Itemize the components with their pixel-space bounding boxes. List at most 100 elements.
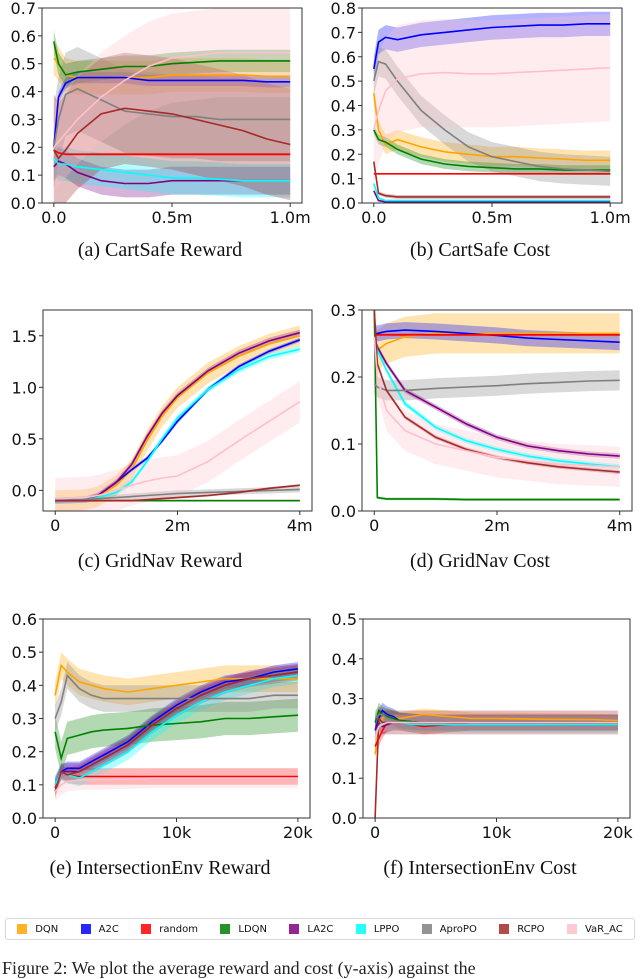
- legend-item: VaR_AC: [566, 924, 623, 935]
- band-var_ac: [55, 768, 298, 802]
- line-dqn: [55, 335, 301, 502]
- y-tick-label: 0.6: [11, 27, 36, 46]
- line-a2c: [374, 329, 620, 343]
- x-tick-label: 4m: [607, 516, 633, 535]
- band-dqn: [374, 313, 620, 371]
- band-la2c: [55, 663, 298, 794]
- band-var_ac: [373, 14, 611, 184]
- y-tick-label: 0.2: [331, 145, 356, 164]
- band-a2c: [375, 702, 618, 739]
- y-tick-label: 0.1: [331, 170, 356, 189]
- y-tick-label: 0.5: [332, 610, 357, 629]
- y-tick-label: 0.6: [331, 48, 356, 67]
- y-tick-label: 0.5: [331, 72, 356, 91]
- legend-label: LA2C: [307, 923, 334, 935]
- legend-item: random: [141, 924, 198, 935]
- y-tick-label: 0.3: [331, 301, 356, 320]
- y-tick-label: 0.3: [332, 690, 357, 709]
- band-var_ac: [55, 381, 300, 511]
- x-tick-label: 0: [370, 823, 380, 842]
- y-tick-label: 0.0: [332, 809, 357, 828]
- line-apropo: [373, 379, 620, 392]
- line-a2c: [373, 22, 611, 70]
- line-var_ac: [54, 777, 298, 793]
- caption-c: (c) GridNav Reward: [77, 550, 243, 572]
- x-tick-label: 1.0m: [270, 208, 311, 227]
- y-tick-label: 0.5: [11, 55, 36, 74]
- chart-intersection-cost: 0.0 0.1 0.2 0.3 0.4 0.5 0 10k 20k: [332, 610, 634, 842]
- y-tick-label: 0.1: [331, 435, 356, 454]
- x-tick-label: 20k: [603, 823, 633, 842]
- legend-swatch: [80, 924, 91, 934]
- x-tick-label: 0: [369, 516, 379, 535]
- x-tick-label: 2m: [165, 516, 191, 535]
- line-rcpo: [373, 161, 611, 198]
- y-tick-label: 0.0: [12, 809, 37, 828]
- band-ldqn: [373, 125, 611, 175]
- line-apropo: [373, 60, 611, 173]
- x-tick-label: 1.0m: [590, 208, 631, 227]
- panel-f: 0.0 0.1 0.2 0.3 0.4 0.5 0 10k 20k: [320, 600, 640, 842]
- line-lppo: [53, 157, 291, 182]
- line-var_ac: [53, 51, 291, 148]
- y-tick-label: 1.5: [12, 327, 37, 346]
- x-tick-label: 10k: [482, 823, 512, 842]
- legend-swatch: [499, 924, 510, 934]
- legend-swatch: [17, 924, 28, 934]
- legend-swatch: [141, 924, 152, 934]
- x-tick-label: 0: [50, 516, 60, 535]
- line-apropo: [53, 87, 291, 148]
- line-lppo: [55, 348, 300, 502]
- y-tick-label: 0.7: [331, 23, 356, 42]
- line-var_ac: [374, 721, 618, 739]
- line-dqn: [373, 93, 611, 162]
- y-tick-label: 0.4: [11, 83, 36, 102]
- band-lppo: [373, 182, 611, 202]
- band-la2c: [375, 714, 618, 739]
- line-var_ac: [55, 401, 301, 500]
- legend-item: RCPO: [499, 923, 545, 935]
- band-apropo: [55, 662, 298, 732]
- band-lppo: [55, 667, 298, 794]
- caption-a: (a) CartSafe Reward: [77, 239, 243, 261]
- y-tick-label: 0.0: [12, 481, 37, 500]
- legend-swatch: [355, 924, 366, 934]
- figure-caption: Figure 2: We plot the average reward and…: [2, 958, 476, 978]
- x-tick-label: 0.0: [41, 208, 66, 227]
- band-dqn: [375, 708, 618, 761]
- y-tick-label: 0.4: [331, 97, 356, 116]
- line-ldqn: [373, 129, 611, 171]
- band-random: [55, 763, 298, 797]
- legend-label: AproPO: [439, 923, 477, 935]
- band-apropo: [373, 47, 611, 186]
- x-tick-label: 0.0: [361, 208, 386, 227]
- panel-a: 0.0 0.1 0.2 0.3 0.4 0.5 0.6 0.7 0.0 0.5m 1.0m: [0, 0, 320, 230]
- line-la2c: [373, 336, 620, 457]
- y-tick-label: 0.3: [331, 121, 356, 140]
- caption-b: (b) CartSafe Cost: [410, 239, 550, 261]
- y-tick-label: 0.1: [12, 776, 37, 795]
- chart-cartsafe-reward: 0.0 0.1 0.2 0.3 0.4 0.5 0.6 0.7 0.0 0.5m 1.0m: [11, 0, 311, 227]
- line-var_ac: [373, 66, 611, 131]
- line-ldqn: [373, 310, 620, 501]
- line-random: [53, 149, 291, 156]
- band-lppo: [53, 141, 291, 198]
- y-tick-label: 0.2: [331, 368, 356, 387]
- band-la2c: [53, 147, 291, 198]
- chart-gridnav-reward: 0.0 0.5 1.0 1.5 0 2m 4m: [12, 309, 313, 535]
- y-tick-label: 0.2: [332, 729, 357, 748]
- legend-label: RCPO: [517, 923, 545, 935]
- y-tick-label: 0.2: [11, 138, 36, 157]
- y-tick-label: 1.0: [12, 378, 37, 397]
- line-apropo: [54, 673, 298, 719]
- legend-swatch: [566, 924, 577, 934]
- y-tick-label: 0.4: [332, 650, 357, 669]
- line-rcpo: [373, 310, 620, 473]
- y-tick-label: 0.0: [331, 502, 356, 521]
- line-la2c: [373, 190, 611, 203]
- band-dqn: [373, 83, 611, 171]
- line-dqn: [374, 713, 618, 755]
- panel-c: 0.0 0.5 1.0 1.5 0 2m 4m: [0, 300, 320, 540]
- chart-intersection-reward: 0.0 0.1 0.2 0.3 0.4 0.5 0.6 0 10k 20k: [12, 610, 314, 842]
- x-tick-label: 2m: [484, 516, 510, 535]
